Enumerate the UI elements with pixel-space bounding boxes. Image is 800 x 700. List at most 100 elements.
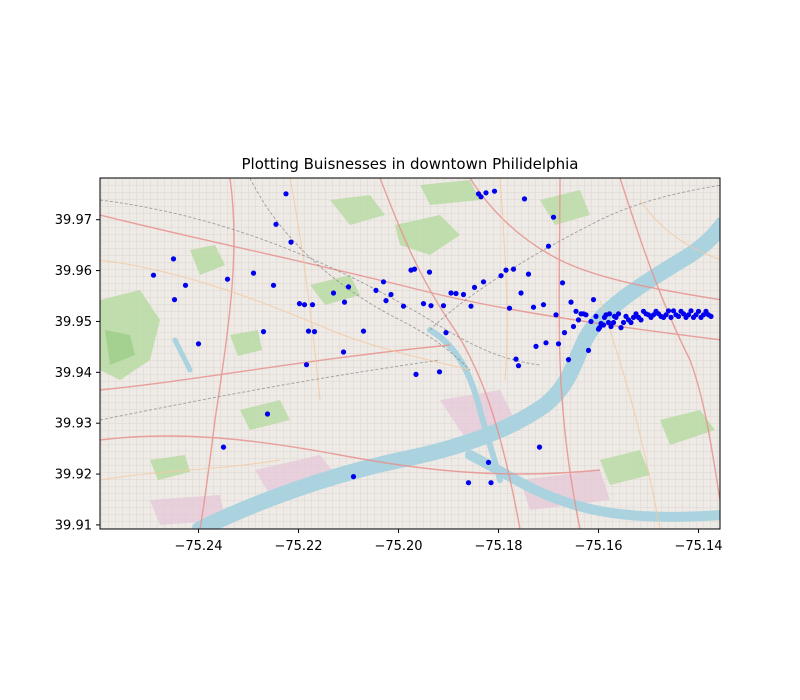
data-point	[471, 284, 478, 290]
data-point	[273, 221, 279, 227]
data-point	[498, 273, 504, 279]
data-point	[536, 444, 543, 450]
data-point	[543, 340, 549, 346]
data-point	[283, 191, 289, 197]
data-point	[555, 341, 562, 347]
data-point	[600, 322, 607, 328]
data-point	[426, 269, 433, 275]
data-point	[515, 363, 522, 369]
data-point	[305, 328, 312, 334]
data-point	[593, 313, 599, 319]
data-point	[483, 190, 489, 196]
basemap-rail	[100, 178, 720, 421]
data-point	[585, 347, 592, 353]
data-point	[561, 330, 568, 336]
data-point	[610, 319, 617, 326]
x-axis: −75.24 −75.22 −75.20 −75.18 −75.16 −75.14	[174, 529, 723, 554]
data-point	[373, 287, 379, 293]
data-point	[468, 303, 474, 309]
data-point	[440, 303, 447, 309]
y-tick-label: 39.96	[55, 264, 92, 279]
data-point	[663, 312, 669, 318]
data-point	[695, 308, 702, 314]
data-point	[708, 313, 714, 319]
data-points	[150, 188, 714, 486]
basemap-roads	[100, 178, 720, 529]
x-tick-label: −75.16	[574, 539, 622, 554]
data-point	[530, 304, 537, 310]
data-point	[688, 308, 694, 314]
data-point	[628, 319, 634, 326]
data-point	[670, 308, 677, 314]
data-point	[478, 194, 484, 200]
data-point	[413, 371, 419, 377]
y-tick-label: 39.95	[55, 315, 92, 330]
data-point	[303, 362, 310, 368]
data-point	[453, 290, 459, 297]
basemap-parks	[100, 180, 715, 485]
data-point	[383, 298, 389, 304]
data-point	[533, 343, 539, 349]
data-point	[488, 480, 494, 486]
data-point	[573, 308, 579, 314]
data-point	[220, 444, 227, 450]
data-point	[588, 318, 594, 325]
data-point	[605, 319, 612, 326]
x-tick-label: −75.24	[174, 539, 222, 554]
data-point	[288, 239, 294, 245]
data-point	[638, 317, 644, 323]
data-point	[590, 297, 597, 303]
data-point	[518, 290, 524, 296]
data-point	[596, 325, 603, 331]
x-tick-label: −75.20	[374, 539, 422, 554]
data-point	[301, 302, 308, 308]
data-point	[685, 312, 692, 318]
data-point	[311, 329, 318, 335]
data-point	[341, 299, 348, 305]
data-point	[550, 214, 557, 220]
data-point	[503, 267, 509, 273]
data-point	[330, 290, 337, 296]
data-point	[296, 301, 303, 307]
data-point	[485, 459, 492, 465]
data-point	[521, 196, 528, 202]
data-point	[388, 291, 394, 298]
data-point	[606, 311, 613, 317]
data-point	[250, 270, 257, 276]
data-point	[570, 323, 577, 330]
data-point	[411, 266, 418, 272]
data-point	[559, 280, 566, 286]
data-point	[150, 272, 157, 278]
data-point	[540, 302, 547, 308]
y-tick-label: 39.97	[55, 213, 92, 228]
data-point	[171, 297, 178, 303]
basemap-rivers	[172, 217, 720, 529]
data-point	[360, 328, 367, 334]
data-point	[668, 314, 674, 320]
data-point	[510, 266, 517, 272]
y-tick-label: 39.94	[55, 366, 92, 381]
data-point	[506, 305, 513, 311]
data-point	[340, 349, 347, 355]
data-point	[565, 357, 572, 363]
data-point	[665, 308, 672, 314]
data-point	[465, 480, 472, 486]
basemap	[100, 178, 720, 529]
data-point	[491, 188, 498, 194]
data-point	[195, 341, 202, 347]
data-point	[615, 311, 622, 317]
data-point	[545, 243, 552, 249]
data-point	[443, 330, 449, 336]
data-point	[182, 282, 189, 288]
data-point	[420, 301, 427, 307]
data-point	[428, 303, 434, 309]
y-tick-label: 39.92	[55, 468, 92, 483]
data-point	[460, 291, 467, 298]
data-point	[525, 271, 532, 277]
data-point	[575, 317, 582, 323]
data-point	[264, 411, 271, 417]
data-point	[436, 369, 443, 375]
data-point	[620, 319, 627, 326]
data-point	[568, 299, 574, 305]
